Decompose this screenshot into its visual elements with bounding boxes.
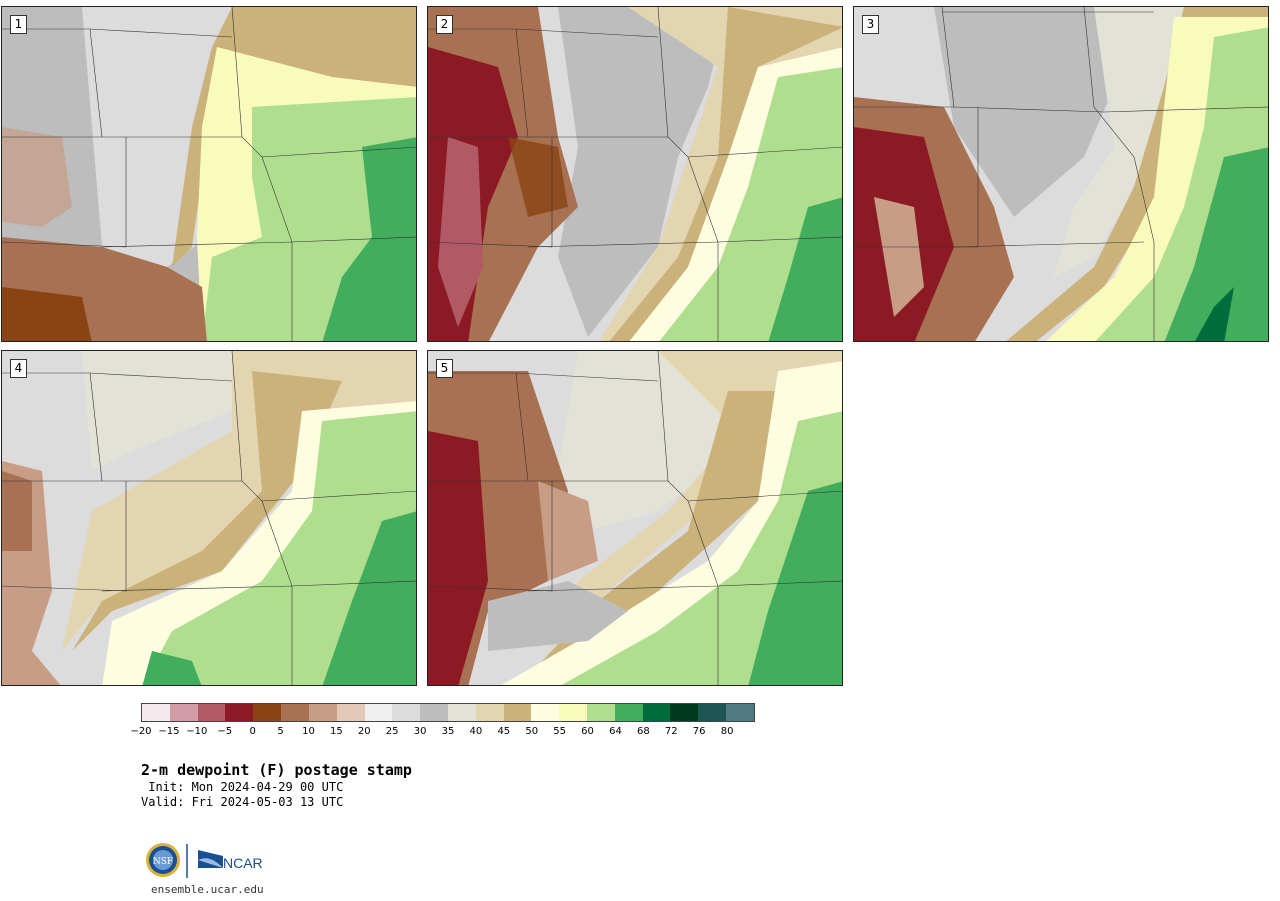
dewpoint-map-2 xyxy=(428,7,842,341)
colorbar-tick-label: 64 xyxy=(609,726,622,737)
colorbar-swatch xyxy=(281,704,309,721)
nsf-logo-icon: NSF xyxy=(146,843,180,877)
panel-number-label: 5 xyxy=(436,359,453,378)
panel-number-label: 1 xyxy=(10,15,27,34)
dewpoint-colorbar xyxy=(141,703,755,722)
valid-time: Valid: Fri 2024-05-03 13 UTC xyxy=(141,795,344,809)
colorbar-tick-label: 72 xyxy=(664,726,678,737)
map-panel-3: 3 xyxy=(853,6,1269,342)
colorbar-swatch xyxy=(587,704,615,721)
nsf-ncar-logo: NSF NCAR xyxy=(145,842,275,882)
ncar-logo-icon: NCAR xyxy=(198,850,263,871)
dewpoint-map-3 xyxy=(854,7,1268,341)
colorbar-swatch xyxy=(726,704,754,721)
colorbar-swatch xyxy=(447,704,476,721)
colorbar-swatch xyxy=(253,704,282,721)
colorbar-swatch xyxy=(670,704,699,721)
colorbar-tick-label: 30 xyxy=(413,726,427,737)
colorbar-tick-labels: −20 −15 −10 −5 0 5 10 15 20 25 30 35 40 45 50 55 60 64 68 7… xyxy=(130,726,755,740)
colorbar-tick-label: 68 xyxy=(636,726,650,737)
map-panel-1: 1 xyxy=(1,6,417,342)
colorbar-swatch xyxy=(169,704,198,721)
figure-title: 2-m dewpoint (F) postage stamp xyxy=(141,761,412,779)
init-time: Init: Mon 2024-04-29 00 UTC xyxy=(141,780,344,794)
panel-number-label: 3 xyxy=(862,15,879,34)
colorbar-tick-label: 50 xyxy=(525,726,539,737)
website-url: ensemble.ucar.edu xyxy=(151,883,264,896)
map-panel-4: 4 xyxy=(1,350,417,686)
colorbar-tick-label: −15 xyxy=(158,726,180,737)
colorbar-tick-label: −10 xyxy=(186,726,208,737)
colorbar-tick-label: 76 xyxy=(692,726,706,737)
colorbar-tick-label: 20 xyxy=(357,726,371,737)
colorbar-tick-label: 10 xyxy=(302,726,315,737)
colorbar-swatch xyxy=(364,704,393,721)
panel-number-label: 4 xyxy=(10,359,27,378)
svg-text:NCAR: NCAR xyxy=(223,855,263,871)
colorbar-swatch xyxy=(225,704,254,721)
map-panel-5: 5 xyxy=(427,350,843,686)
colorbar-swatch xyxy=(336,704,365,721)
colorbar-swatch xyxy=(531,704,560,721)
colorbar-swatch xyxy=(503,704,532,721)
colorbar-tick-label: 15 xyxy=(329,726,343,737)
colorbar-tick-label: 5 xyxy=(277,726,284,737)
colorbar-swatch xyxy=(197,704,226,721)
svg-text:NSF: NSF xyxy=(153,857,173,867)
map-panel-2: 2 xyxy=(427,6,843,342)
colorbar-tick-label: 80 xyxy=(720,726,734,737)
colorbar-tick-label: 0 xyxy=(249,726,256,737)
colorbar-tick-label: 60 xyxy=(581,726,594,737)
dewpoint-map-4 xyxy=(2,351,416,685)
colorbar-swatch xyxy=(642,704,671,721)
panel-number-label: 2 xyxy=(436,15,453,34)
colorbar-tick-label: 40 xyxy=(469,726,483,737)
colorbar-swatch xyxy=(142,704,170,721)
colorbar-swatch xyxy=(392,704,421,721)
colorbar-tick-label: 55 xyxy=(553,726,566,737)
colorbar-tick-label: 45 xyxy=(497,726,511,737)
colorbar-swatch xyxy=(308,704,337,721)
colorbar-swatch xyxy=(475,704,504,721)
colorbar-tick-label: −20 xyxy=(130,726,152,737)
colorbar-swatch xyxy=(614,704,643,721)
colorbar-tick-label: −5 xyxy=(217,726,233,737)
colorbar-tick-label: 25 xyxy=(385,726,399,737)
colorbar-swatch xyxy=(420,704,448,721)
dewpoint-map-1 xyxy=(2,7,416,341)
colorbar-tick-label: 35 xyxy=(441,726,455,737)
colorbar-swatch xyxy=(559,704,587,721)
dewpoint-map-5 xyxy=(428,351,842,685)
colorbar-swatch xyxy=(698,704,727,721)
